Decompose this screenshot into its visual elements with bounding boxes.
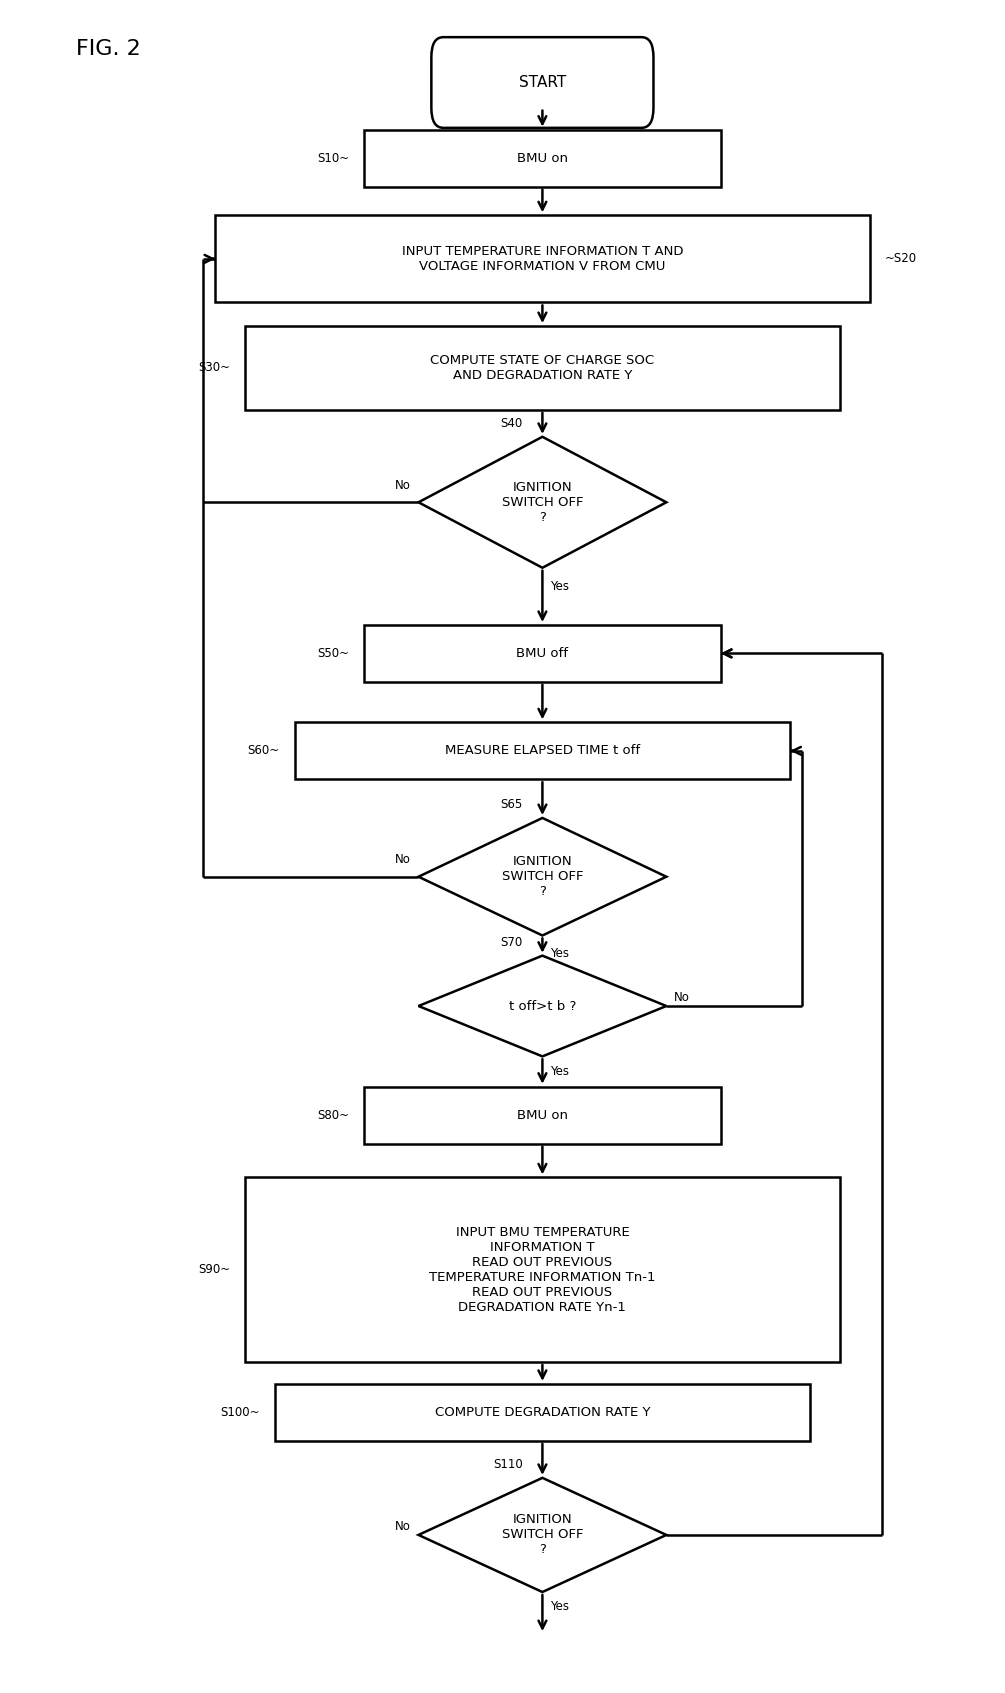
Polygon shape	[418, 437, 666, 567]
FancyBboxPatch shape	[431, 37, 653, 129]
Text: S40: S40	[500, 416, 523, 430]
Bar	[245, 327, 839, 410]
Text: BMU off: BMU off	[517, 647, 568, 660]
Text: S110: S110	[492, 1458, 523, 1471]
Text: No: No	[394, 479, 410, 493]
Text: S50~: S50~	[317, 647, 349, 660]
Bar	[364, 1087, 721, 1144]
Text: S60~: S60~	[247, 745, 279, 757]
Text: BMU on: BMU on	[517, 152, 568, 164]
Text: INPUT TEMPERATURE INFORMATION T AND
VOLTAGE INFORMATION V FROM CMU: INPUT TEMPERATURE INFORMATION T AND VOLT…	[401, 245, 682, 273]
Text: BMU on: BMU on	[517, 1109, 568, 1122]
Text: S65: S65	[500, 797, 523, 811]
Text: IGNITION
SWITCH OFF
?: IGNITION SWITCH OFF ?	[501, 481, 583, 523]
Text: t off>t b ?: t off>t b ?	[509, 999, 576, 1012]
Text: IGNITION
SWITCH OFF
?: IGNITION SWITCH OFF ?	[501, 855, 583, 899]
Text: START: START	[519, 74, 566, 90]
Text: No: No	[674, 990, 689, 1004]
Text: MEASURE ELAPSED TIME t off: MEASURE ELAPSED TIME t off	[444, 745, 639, 757]
Text: S80~: S80~	[317, 1109, 349, 1122]
Polygon shape	[418, 1478, 666, 1591]
Text: Yes: Yes	[550, 1600, 569, 1613]
Text: S10~: S10~	[317, 152, 349, 164]
Text: IGNITION
SWITCH OFF
?: IGNITION SWITCH OFF ?	[501, 1514, 583, 1556]
Text: S70: S70	[500, 936, 523, 948]
Text: No: No	[394, 853, 410, 867]
Text: S30~: S30~	[198, 361, 230, 374]
Text: Yes: Yes	[550, 1065, 569, 1078]
Text: INPUT BMU TEMPERATURE
INFORMATION T
READ OUT PREVIOUS
TEMPERATURE INFORMATION Tn: INPUT BMU TEMPERATURE INFORMATION T READ…	[429, 1226, 655, 1314]
Text: Yes: Yes	[550, 579, 569, 593]
Text: No: No	[394, 1520, 410, 1534]
Polygon shape	[418, 955, 666, 1056]
Text: ~S20: ~S20	[884, 252, 917, 266]
Text: COMPUTE DEGRADATION RATE Y: COMPUTE DEGRADATION RATE Y	[434, 1405, 650, 1419]
Bar	[215, 215, 869, 303]
Bar	[274, 1383, 810, 1441]
Bar	[294, 723, 790, 779]
Bar	[364, 130, 721, 186]
Text: S100~: S100~	[220, 1405, 259, 1419]
Bar	[364, 625, 721, 682]
Text: COMPUTE STATE OF CHARGE SOC
AND DEGRADATION RATE Y: COMPUTE STATE OF CHARGE SOC AND DEGRADAT…	[430, 354, 654, 383]
Polygon shape	[418, 818, 666, 936]
Text: S90~: S90~	[198, 1263, 230, 1277]
Text: FIG. 2: FIG. 2	[76, 39, 141, 59]
Bar	[245, 1177, 839, 1361]
Text: Yes: Yes	[550, 948, 569, 960]
